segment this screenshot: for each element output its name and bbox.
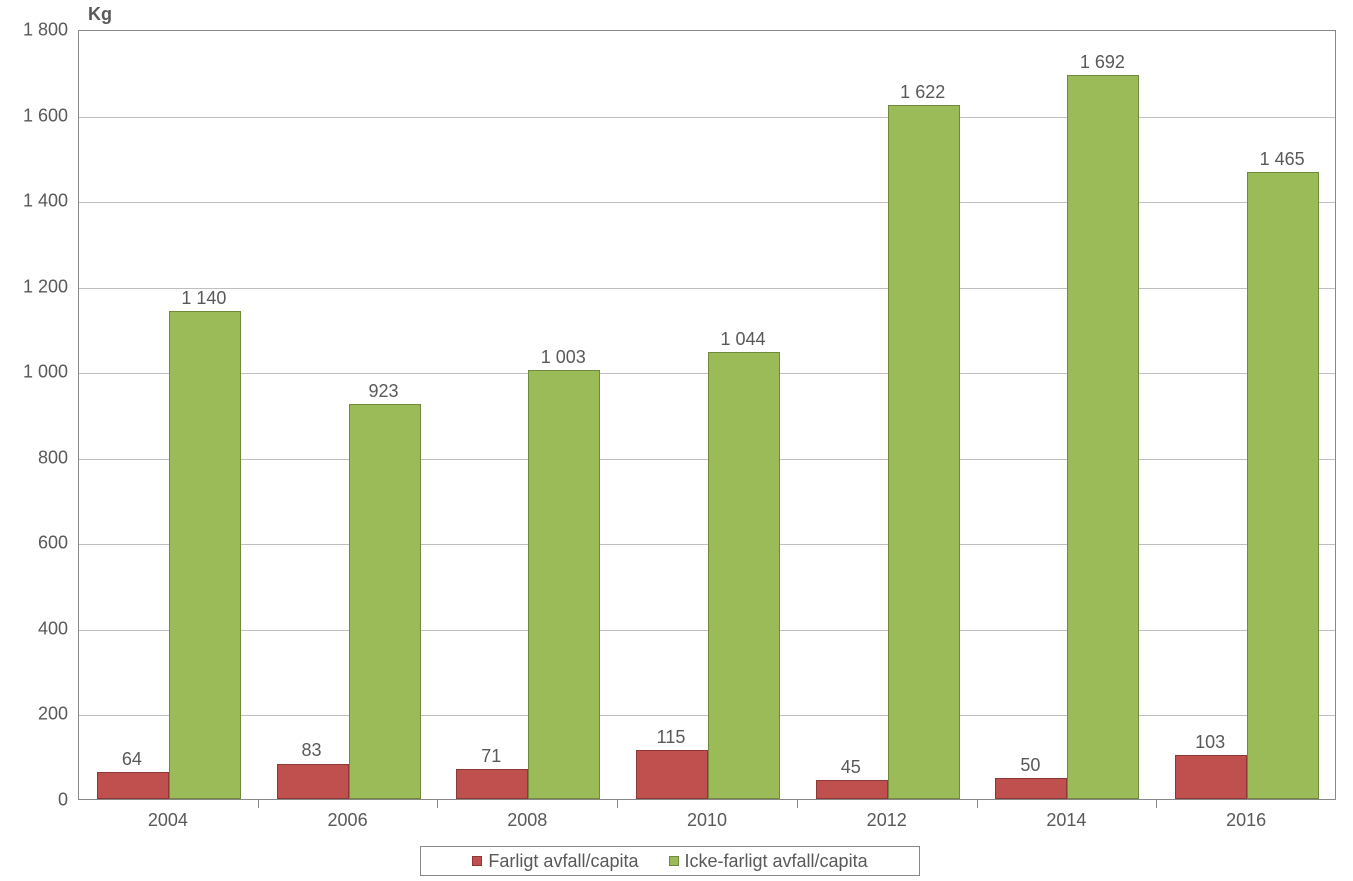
x-tick-label: 2012 xyxy=(867,810,907,831)
x-group-separator xyxy=(797,800,798,808)
bar-label: 1 622 xyxy=(900,82,945,103)
x-group-separator xyxy=(258,800,259,808)
bar-label: 115 xyxy=(657,727,686,748)
x-group-separator xyxy=(437,800,438,808)
legend-swatch-icon xyxy=(472,856,482,866)
gridline xyxy=(79,544,1335,545)
gridline xyxy=(79,630,1335,631)
x-tick-label: 2004 xyxy=(148,810,188,831)
bar-icke-farligt-2012 xyxy=(888,105,960,799)
x-group-separator xyxy=(977,800,978,808)
bar-icke-farligt-2004 xyxy=(169,311,241,799)
bar-label: 1 692 xyxy=(1080,52,1125,73)
legend-swatch-icon xyxy=(669,856,679,866)
legend-label: Farligt avfall/capita xyxy=(488,851,638,872)
bar-farligt-2008 xyxy=(456,769,528,799)
y-tick-label: 400 xyxy=(0,618,68,639)
bar-label: 83 xyxy=(302,740,322,761)
bar-icke-farligt-2006 xyxy=(349,404,421,799)
y-axis-title: Kg xyxy=(88,4,112,25)
y-tick-label: 800 xyxy=(0,447,68,468)
legend-item: Farligt avfall/capita xyxy=(472,851,638,872)
y-tick-label: 600 xyxy=(0,533,68,554)
x-group-separator xyxy=(617,800,618,808)
bar-farligt-2004 xyxy=(97,772,169,799)
y-tick-label: 1 000 xyxy=(0,362,68,383)
gridline xyxy=(79,373,1335,374)
bar-label: 50 xyxy=(1020,755,1040,776)
bar-label: 1 044 xyxy=(720,329,765,350)
gridline xyxy=(79,715,1335,716)
bar-farligt-2014 xyxy=(995,778,1067,799)
y-tick-label: 1 200 xyxy=(0,276,68,297)
gridline xyxy=(79,117,1335,118)
gridline xyxy=(79,202,1335,203)
legend: Farligt avfall/capita Icke-farligt avfall… xyxy=(420,846,920,876)
x-tick-label: 2010 xyxy=(687,810,727,831)
y-tick-label: 1 800 xyxy=(0,20,68,41)
bar-icke-farligt-2010 xyxy=(708,352,780,799)
y-tick-label: 0 xyxy=(0,790,68,811)
bar-label: 71 xyxy=(481,746,501,767)
bar-label: 103 xyxy=(1195,732,1225,753)
bar-label: 45 xyxy=(841,757,861,778)
bar-label: 64 xyxy=(122,749,142,770)
gridline xyxy=(79,459,1335,460)
bar-icke-farligt-2016 xyxy=(1247,172,1319,799)
x-tick-label: 2008 xyxy=(507,810,547,831)
y-tick-label: 1 600 xyxy=(0,105,68,126)
bar-icke-farligt-2014 xyxy=(1067,75,1139,799)
x-tick-label: 2016 xyxy=(1226,810,1266,831)
bar-label: 1 003 xyxy=(541,347,586,368)
x-tick-label: 2006 xyxy=(328,810,368,831)
bar-farligt-2010 xyxy=(636,750,708,799)
bar-label: 1 140 xyxy=(181,288,226,309)
bar-farligt-2006 xyxy=(277,764,349,800)
gridline xyxy=(79,288,1335,289)
bar-icke-farligt-2008 xyxy=(528,370,600,799)
bar-farligt-2016 xyxy=(1175,755,1247,799)
y-tick-label: 200 xyxy=(0,704,68,725)
x-tick-label: 2014 xyxy=(1046,810,1086,831)
bar-farligt-2012 xyxy=(816,780,888,799)
bar-label: 923 xyxy=(369,381,399,402)
bar-label: 1 465 xyxy=(1260,149,1305,170)
y-tick-label: 1 400 xyxy=(0,191,68,212)
legend-label: Icke-farligt avfall/capita xyxy=(685,851,868,872)
x-group-separator xyxy=(1156,800,1157,808)
waste-per-capita-chart: Kg 0 200 400 600 800 1 000 1 200 1 400 1 600 1 80… xyxy=(0,0,1353,881)
legend-item: Icke-farligt avfall/capita xyxy=(669,851,868,872)
plot-area xyxy=(78,30,1336,800)
